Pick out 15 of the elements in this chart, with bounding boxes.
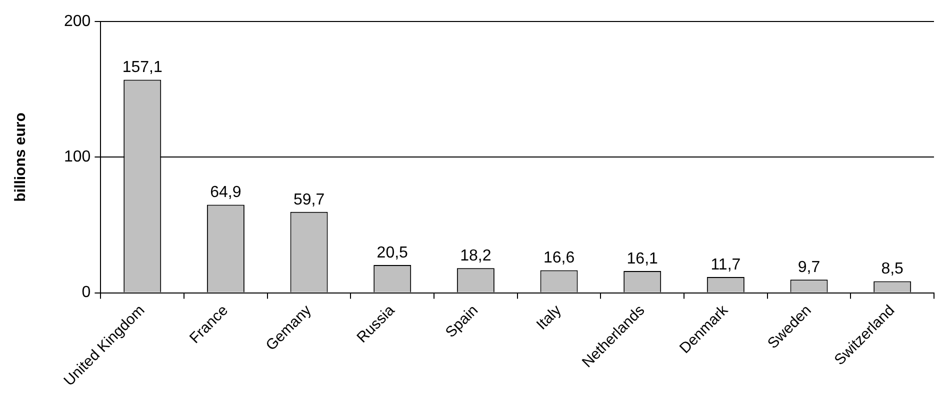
data-label: 16,1 bbox=[626, 250, 658, 268]
data-label: 64,9 bbox=[210, 184, 242, 202]
data-label: 18,2 bbox=[460, 248, 492, 265]
y-axis-title: billions euro bbox=[12, 112, 30, 202]
data-label: 157,1 bbox=[122, 59, 162, 76]
data-label: 59,7 bbox=[293, 191, 325, 208]
data-label: 8,5 bbox=[881, 260, 904, 278]
data-label: 20,5 bbox=[376, 244, 408, 262]
data-label: 9,7 bbox=[798, 259, 820, 276]
y-tick-label: 100 bbox=[64, 148, 91, 166]
x-tick-label: Italy bbox=[533, 302, 566, 334]
data-label: 16,6 bbox=[543, 250, 575, 267]
data-label: 11,7 bbox=[710, 256, 741, 274]
y-tick-label: 200 bbox=[64, 13, 91, 30]
y-tick-label: 0 bbox=[82, 284, 91, 302]
